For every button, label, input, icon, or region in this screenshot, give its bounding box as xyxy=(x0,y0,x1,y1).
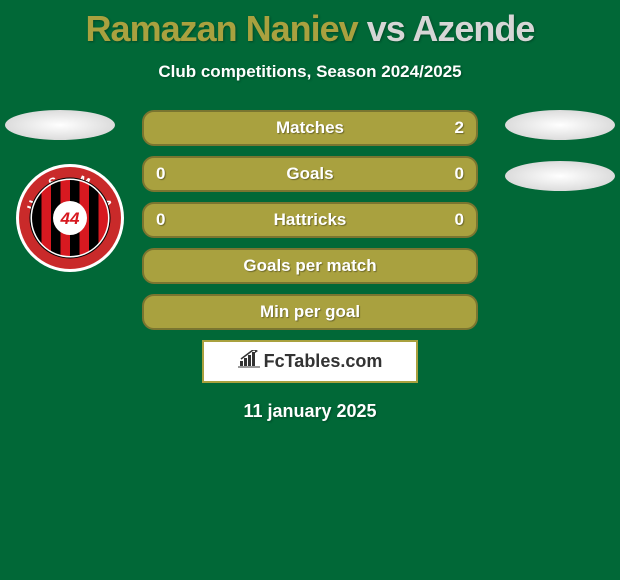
player1-name: Ramazan Naniev xyxy=(86,8,358,49)
stat-label: Goals per match xyxy=(186,256,434,276)
stat-left-value: 0 xyxy=(156,210,186,230)
stat-left-value: 0 xyxy=(156,164,186,184)
svg-text:44: 44 xyxy=(60,209,80,228)
brand-text: FcTables.com xyxy=(264,351,383,372)
stat-row-goals-per-match: Goals per match xyxy=(142,248,478,284)
player2-name: Azende xyxy=(412,8,534,49)
stat-label: Min per goal xyxy=(186,302,434,322)
player2-club-placeholder-icon xyxy=(505,161,615,191)
stat-label: Hattricks xyxy=(186,210,434,230)
chart-icon xyxy=(238,350,260,373)
stat-row-min-per-goal: Min per goal xyxy=(142,294,478,330)
stat-right-value: 0 xyxy=(434,164,464,184)
vs-text: vs xyxy=(367,8,405,49)
brand-box: FcTables.com xyxy=(202,340,418,383)
player1-placeholder-icon xyxy=(5,110,115,140)
stat-right-value: 2 xyxy=(434,118,464,138)
stat-row-hattricks: 0 Hattricks 0 xyxy=(142,202,478,238)
player2-placeholder-icon xyxy=(505,110,615,140)
page-title: Ramazan Naniev vs Azende xyxy=(0,0,620,50)
stat-label: Goals xyxy=(186,164,434,184)
stat-label: Matches xyxy=(186,118,434,138)
stats-table: Matches 2 0 Goals 0 0 Hattricks 0 Goals … xyxy=(142,110,478,330)
stat-row-goals: 0 Goals 0 xyxy=(142,156,478,192)
subtitle: Club competitions, Season 2024/2025 xyxy=(0,62,620,82)
date-label: 11 january 2025 xyxy=(0,401,620,422)
stat-right-value: 0 xyxy=(434,210,464,230)
stat-row-matches: Matches 2 xyxy=(142,110,478,146)
content-area: U . S . M . A 44 Matches 2 xyxy=(0,110,620,422)
player1-club-badge: U . S . M . A 44 xyxy=(15,163,125,273)
